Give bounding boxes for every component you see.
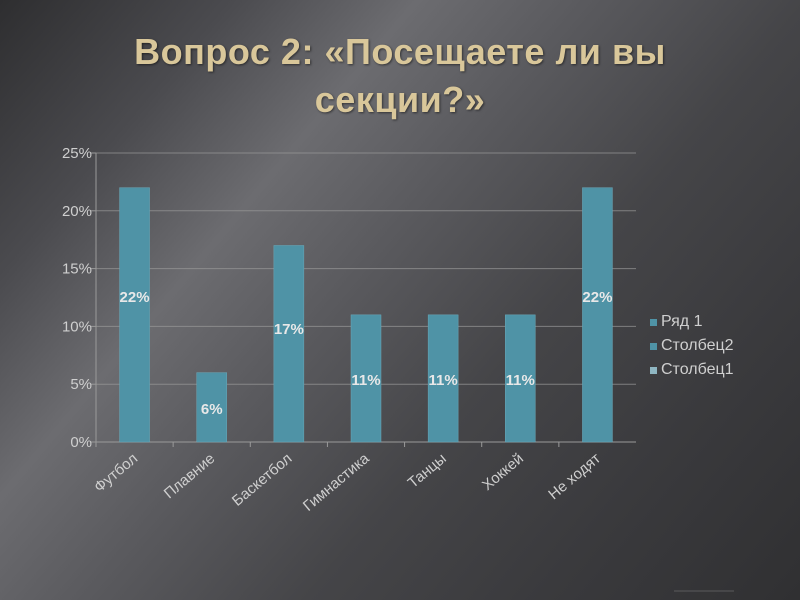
bar	[582, 187, 613, 443]
x-tick-label: Гимнастика	[300, 450, 373, 515]
x-tick-label: Танцы	[405, 450, 450, 492]
slide-title-line-2: секции?»	[314, 79, 486, 120]
y-tick-label: 25%	[62, 145, 92, 162]
x-tick-label: Хоккей	[479, 450, 527, 494]
data-label: 11%	[351, 372, 380, 389]
y-tick-label: 0%	[70, 434, 92, 451]
bar	[196, 372, 227, 443]
x-tick-label: Плавние	[161, 450, 219, 502]
y-tick-label: 20%	[62, 203, 92, 220]
x-tick-label: Футбол	[91, 450, 141, 496]
y-tick-label: 10%	[62, 318, 92, 335]
legend-swatch	[650, 319, 657, 326]
data-label: 11%	[429, 372, 458, 389]
slide-title-line-1: Вопрос 2: «Посещаете ли вы	[134, 31, 666, 72]
data-label: 22%	[582, 289, 612, 306]
x-tick-label: Баскетбол	[229, 450, 295, 510]
data-label: 22%	[120, 289, 150, 306]
data-label: 6%	[201, 401, 223, 418]
x-tick-label: Не ходят	[545, 450, 604, 503]
legend-swatch	[650, 343, 657, 350]
data-label: 17%	[274, 321, 304, 338]
bar	[427, 314, 459, 443]
slide-title: Вопрос 2: «Посещаете ли вы секции?»	[80, 28, 720, 124]
legend-label: Столбец1	[661, 361, 734, 378]
data-label: 11%	[506, 372, 535, 389]
bar	[505, 314, 536, 443]
y-tick-label: 5%	[70, 376, 92, 393]
y-tick-label: 15%	[62, 261, 92, 278]
legend-label: Ряд 1	[661, 313, 703, 330]
corner-decoration	[674, 590, 734, 592]
bar	[119, 187, 150, 443]
legend-label: Столбец2	[661, 337, 734, 354]
bar	[350, 314, 382, 443]
legend-swatch	[650, 367, 657, 374]
bar	[273, 245, 305, 443]
